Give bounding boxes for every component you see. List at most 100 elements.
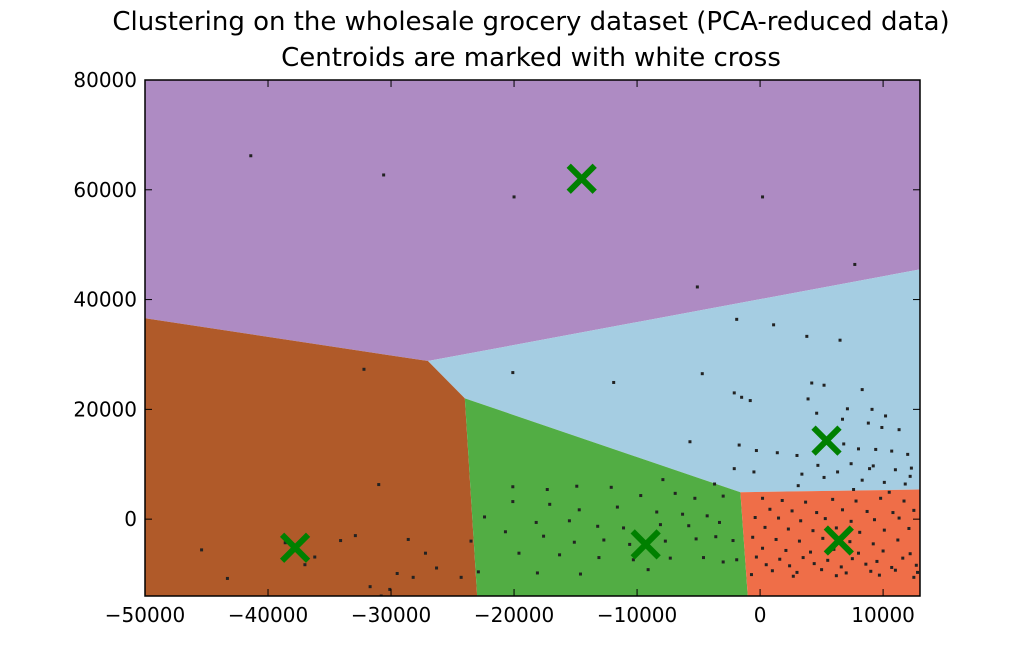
data-point: [845, 407, 849, 411]
data-point: [705, 514, 709, 518]
data-point: [823, 517, 827, 521]
data-point: [901, 556, 905, 560]
data-point: [368, 585, 372, 589]
data-point: [558, 553, 562, 557]
data-point: [865, 509, 869, 513]
data-point: [534, 520, 538, 524]
data-point: [869, 569, 873, 573]
data-point: [631, 558, 635, 562]
plot-frame: [144, 79, 921, 597]
data-point: [713, 482, 717, 486]
data-point: [893, 568, 897, 572]
data-point: [597, 556, 601, 560]
data-point: [777, 516, 781, 520]
data-point: [754, 449, 758, 453]
data-point: [646, 568, 650, 572]
data-point: [575, 484, 579, 488]
data-point: [849, 519, 853, 523]
data-point: [339, 539, 343, 543]
data-point: [435, 566, 439, 570]
data-point: [816, 463, 820, 467]
data-point: [476, 570, 480, 574]
data-point: [784, 548, 788, 552]
data-point: [866, 421, 870, 425]
data-point: [661, 478, 665, 482]
data-point: [615, 505, 619, 509]
data-point: [602, 538, 606, 542]
data-point: [772, 323, 776, 327]
y-tick-label: 40000: [73, 288, 137, 312]
data-point: [469, 539, 473, 543]
data-point: [820, 568, 824, 572]
data-point: [795, 453, 799, 457]
data-point: [655, 510, 659, 514]
data-point: [907, 526, 911, 530]
data-point: [732, 391, 736, 395]
data-point: [377, 483, 381, 487]
data-point: [912, 508, 916, 512]
data-point: [749, 573, 753, 577]
data-point: [761, 546, 765, 550]
centroid-markers: [279, 163, 854, 563]
data-point: [748, 399, 752, 403]
data-point: [761, 195, 765, 199]
data-point: [225, 576, 229, 580]
data-point: [875, 559, 879, 563]
data-point: [870, 407, 874, 411]
data-point: [831, 497, 835, 501]
data-point: [511, 485, 515, 489]
data-point: [811, 529, 815, 533]
centroid-marker-2: [279, 532, 311, 563]
cluster-region-2: [427, 269, 920, 493]
data-point: [740, 395, 744, 399]
data-point: [809, 550, 813, 554]
data-point: [912, 575, 916, 579]
data-point: [752, 470, 756, 474]
data-point: [388, 587, 392, 591]
cluster-region-4: [464, 398, 748, 596]
x-tick-label: −40000: [228, 603, 308, 627]
data-point: [834, 574, 838, 578]
data-point: [890, 565, 894, 569]
data-point: [249, 154, 253, 158]
data-point: [850, 557, 854, 561]
data-point: [800, 472, 804, 476]
data-point: [517, 551, 521, 555]
data-point: [805, 334, 809, 338]
data-point: [775, 451, 779, 455]
data-point: [908, 552, 912, 556]
data-point: [839, 565, 843, 569]
data-point: [459, 575, 463, 579]
data-point: [891, 511, 895, 515]
data-point: [200, 548, 204, 552]
data-point: [806, 397, 810, 401]
data-point: [896, 538, 900, 542]
data-point: [836, 470, 840, 474]
data-point: [754, 555, 758, 559]
data-point: [909, 466, 913, 470]
x-tick-label: −50000: [105, 603, 185, 627]
x-tick-label: 0: [754, 603, 767, 627]
data-point: [735, 558, 739, 562]
data-point: [763, 525, 767, 529]
data-point: [788, 564, 792, 568]
data-point: [860, 478, 864, 482]
data-point: [612, 380, 616, 384]
data-point: [871, 542, 875, 546]
centroid-marker-1: [566, 163, 597, 194]
data-point: [577, 508, 581, 512]
data-point: [882, 480, 886, 484]
data-point: [856, 551, 860, 555]
x-tick-label: 10000: [851, 603, 915, 627]
data-point: [395, 571, 399, 575]
data-point: [856, 447, 860, 451]
data-point: [897, 516, 901, 520]
data-point: [902, 499, 906, 503]
data-point: [815, 411, 819, 415]
data-point: [801, 556, 805, 560]
data-point: [914, 563, 918, 567]
data-point: [406, 537, 410, 541]
data-point: [880, 425, 884, 429]
data-point: [701, 556, 705, 560]
data-point: [822, 475, 826, 479]
